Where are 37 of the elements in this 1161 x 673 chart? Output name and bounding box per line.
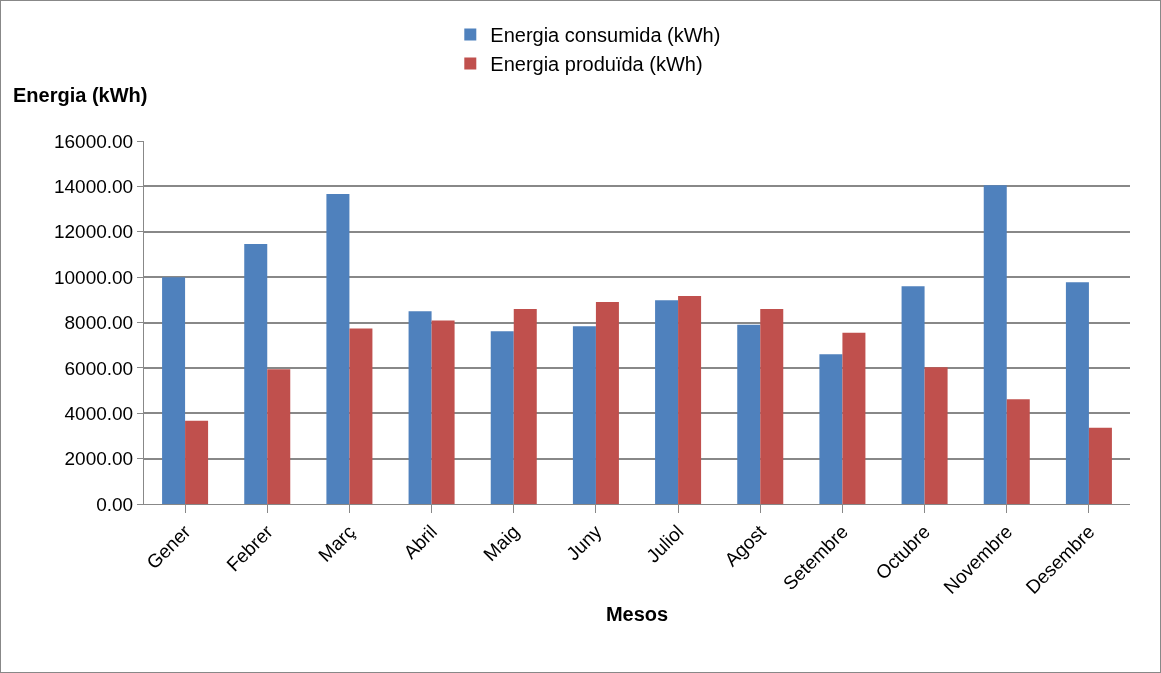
- y-tick-label: 16000.00: [53, 130, 134, 152]
- y-tick-label: 14000.00: [53, 176, 134, 198]
- bar: [595, 302, 619, 504]
- y-tick-label: 4000.00: [64, 402, 134, 424]
- bar: [244, 244, 268, 504]
- x-axis-title: Mesos: [605, 603, 669, 626]
- bar: [983, 185, 1007, 504]
- bar: [185, 420, 209, 504]
- bar: [408, 311, 432, 504]
- bar: [901, 286, 925, 504]
- bar: [162, 277, 186, 504]
- y-tick-label: 8000.00: [64, 312, 134, 334]
- bar: [842, 332, 866, 504]
- y-axis-title: Energia (kWh): [13, 84, 148, 106]
- y-tick-label: 12000.00: [53, 221, 134, 243]
- bar: [655, 300, 679, 504]
- bar: [326, 194, 350, 504]
- bar: [490, 331, 514, 504]
- bar: [572, 326, 596, 504]
- bar: [678, 295, 702, 504]
- y-tick-label: 6000.00: [64, 357, 134, 379]
- y-tick-label: 10000.00: [53, 266, 134, 288]
- bar: [819, 354, 843, 504]
- bar: [513, 309, 537, 504]
- bar: [349, 328, 373, 504]
- legend-label: Energia consumida (kWh): [490, 24, 721, 47]
- bar: [737, 324, 761, 504]
- bar: [1006, 399, 1030, 504]
- bar: [267, 369, 291, 504]
- bar: [431, 320, 455, 504]
- legend-label: Energia produïda (kWh): [490, 53, 703, 76]
- bar: [924, 367, 948, 504]
- bar: [1065, 282, 1089, 504]
- y-tick-label: 0.00: [96, 493, 134, 515]
- bar: [760, 308, 784, 504]
- y-tick-label: 2000.00: [64, 448, 134, 470]
- bar: [1088, 427, 1112, 504]
